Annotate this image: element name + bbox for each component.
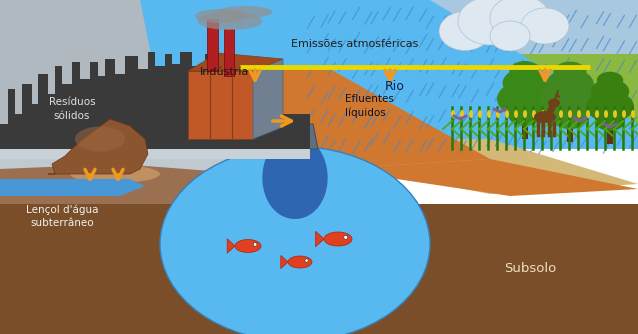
Ellipse shape (505, 110, 509, 118)
Ellipse shape (521, 8, 569, 44)
Ellipse shape (514, 110, 518, 118)
Ellipse shape (253, 242, 257, 246)
Ellipse shape (559, 110, 563, 118)
Polygon shape (281, 256, 288, 269)
Ellipse shape (288, 256, 312, 268)
Ellipse shape (534, 111, 556, 123)
Text: Emissões atmosféricas: Emissões atmosféricas (292, 39, 419, 49)
Ellipse shape (478, 110, 482, 118)
Text: Lençol d'água
subterrâneo: Lençol d'água subterrâneo (26, 204, 98, 228)
Ellipse shape (235, 239, 261, 253)
Ellipse shape (591, 79, 629, 104)
Ellipse shape (548, 99, 560, 108)
Polygon shape (310, 139, 638, 194)
Ellipse shape (439, 11, 491, 50)
Text: Efluentes
líquidos: Efluentes líquidos (345, 94, 394, 118)
Ellipse shape (552, 106, 588, 129)
Polygon shape (188, 53, 283, 71)
Ellipse shape (540, 81, 600, 121)
Ellipse shape (554, 61, 586, 83)
Ellipse shape (568, 110, 572, 118)
Ellipse shape (487, 110, 491, 118)
Polygon shape (207, 19, 218, 71)
Polygon shape (0, 0, 310, 149)
Polygon shape (567, 113, 573, 142)
Polygon shape (0, 52, 310, 149)
Ellipse shape (595, 110, 599, 118)
Ellipse shape (597, 72, 623, 89)
Ellipse shape (586, 110, 590, 118)
Ellipse shape (451, 110, 455, 118)
Polygon shape (310, 0, 638, 149)
Polygon shape (140, 0, 638, 149)
Ellipse shape (546, 69, 594, 100)
Ellipse shape (622, 110, 626, 118)
Ellipse shape (458, 0, 522, 45)
Polygon shape (165, 69, 490, 169)
Ellipse shape (604, 110, 608, 118)
Ellipse shape (344, 235, 348, 239)
Polygon shape (0, 204, 638, 334)
Ellipse shape (160, 147, 430, 334)
Polygon shape (188, 71, 253, 139)
Ellipse shape (198, 12, 262, 30)
Ellipse shape (497, 81, 553, 117)
Ellipse shape (195, 9, 245, 23)
Text: Indústria: Indústria (200, 67, 249, 77)
Polygon shape (607, 118, 613, 144)
Polygon shape (0, 179, 145, 196)
Ellipse shape (613, 110, 617, 118)
Text: Resíduos
sólidos: Resíduos sólidos (48, 98, 95, 121)
Polygon shape (224, 29, 234, 76)
Ellipse shape (460, 110, 464, 118)
Text: Rio: Rio (385, 79, 405, 93)
Ellipse shape (305, 259, 308, 262)
Polygon shape (262, 135, 328, 219)
Polygon shape (0, 149, 310, 204)
Ellipse shape (596, 112, 625, 131)
Ellipse shape (496, 110, 500, 118)
Ellipse shape (218, 6, 272, 18)
Polygon shape (0, 164, 250, 204)
Ellipse shape (503, 68, 547, 98)
Ellipse shape (541, 110, 545, 118)
Ellipse shape (490, 21, 530, 51)
Ellipse shape (523, 110, 527, 118)
Polygon shape (448, 54, 638, 149)
Polygon shape (253, 59, 283, 139)
Ellipse shape (532, 110, 536, 118)
Ellipse shape (550, 110, 554, 118)
Ellipse shape (586, 91, 634, 122)
Text: Subsolo: Subsolo (504, 263, 556, 276)
Polygon shape (316, 231, 324, 247)
Polygon shape (0, 149, 310, 159)
Polygon shape (273, 124, 318, 149)
Ellipse shape (469, 110, 473, 118)
Polygon shape (330, 159, 638, 196)
Ellipse shape (490, 0, 550, 40)
Polygon shape (227, 239, 235, 253)
Ellipse shape (324, 232, 352, 246)
Polygon shape (522, 111, 528, 139)
Ellipse shape (75, 127, 125, 152)
Ellipse shape (577, 110, 581, 118)
Ellipse shape (510, 61, 540, 81)
Ellipse shape (508, 104, 542, 126)
Ellipse shape (631, 110, 635, 118)
Ellipse shape (70, 165, 160, 183)
Polygon shape (48, 119, 148, 174)
